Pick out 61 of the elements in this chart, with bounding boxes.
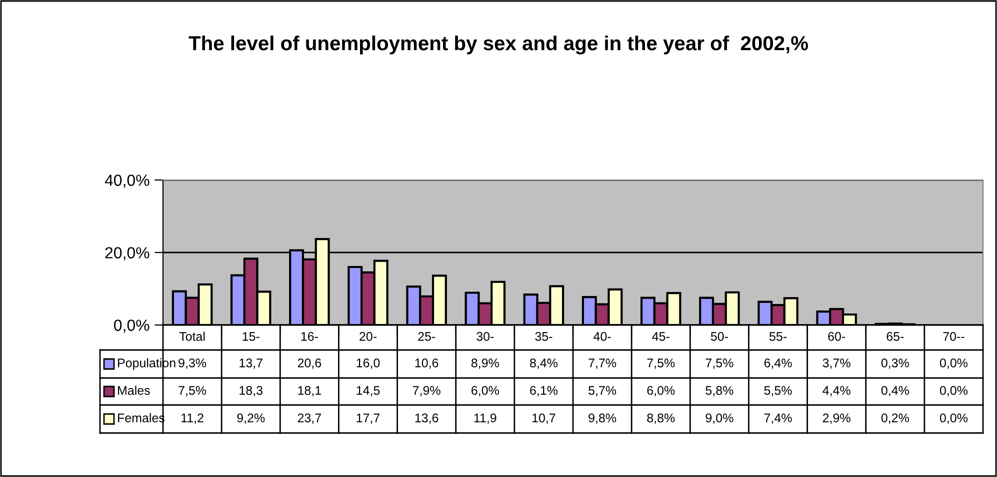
data-label: 6,0% — [647, 386, 675, 396]
data-label: 18,3 — [240, 386, 262, 396]
x-tick-label: 50- — [710, 332, 728, 341]
data-label: 7,7% — [588, 358, 616, 369]
data-label: 13,7 — [240, 358, 262, 369]
data-label: 5,5% — [764, 386, 792, 396]
data-label: 8,9% — [471, 358, 499, 369]
chart-title: The level of unemployment by sex and age in the year of 2002,% — [188, 36, 808, 54]
data-label: 8,4% — [530, 358, 558, 369]
data-label: 16,0 — [356, 358, 380, 369]
x-tick-label: 70-- — [943, 332, 964, 341]
data-label: 0,3% — [881, 358, 909, 369]
data-label: 11,2 — [182, 414, 204, 424]
data-label: 6,4% — [764, 358, 792, 369]
data-label: 4,4% — [822, 386, 850, 396]
data-label: 7,4% — [764, 414, 792, 424]
data-label: 23,7 — [298, 414, 321, 424]
data-label: 11,9 — [474, 414, 496, 424]
data-label: 20,6 — [298, 358, 322, 369]
x-tick-label: 40- — [594, 332, 611, 341]
data-label: 10,7 — [532, 414, 556, 424]
y-tick-label: 0,0% — [114, 320, 150, 333]
data-label: 18,1 — [298, 386, 321, 396]
data-label: 0,4% — [881, 386, 909, 396]
x-tick-label: 16- — [301, 332, 318, 341]
data-label: 8,8% — [647, 414, 675, 424]
data-label: 9,2% — [237, 414, 265, 424]
data-label: 10,6 — [415, 358, 438, 369]
data-label: 9,3% — [178, 358, 206, 369]
data-label: 0,0% — [940, 386, 968, 396]
data-label: 7,9% — [412, 386, 440, 396]
x-tick-label: Total — [179, 332, 205, 341]
data-label: 6,1% — [530, 386, 558, 396]
data-label: 7,5% — [647, 358, 675, 369]
x-tick-label: 55- — [769, 332, 786, 341]
y-tick-label: 20,0% — [105, 247, 150, 260]
data-label: 7,5% — [706, 358, 734, 369]
x-tick-label: 45- — [652, 332, 670, 341]
x-tick-label: 30- — [476, 332, 494, 341]
x-tick-label: 35- — [535, 332, 552, 341]
y-tick-label: 40,0% — [104, 174, 150, 188]
x-tick-label: 25- — [418, 332, 436, 341]
x-tick-label: 65- — [886, 332, 904, 341]
data-label: 0,2% — [881, 414, 909, 424]
data-label: 9,8% — [588, 414, 616, 424]
data-label: 7,5% — [178, 386, 206, 396]
x-tick-label: 15- — [242, 332, 260, 341]
data-label: 5,7% — [588, 386, 616, 396]
data-label: 14,5 — [356, 386, 380, 396]
x-tick-label: 60- — [828, 332, 846, 341]
data-label: 9,0% — [706, 414, 734, 424]
data-label: 17,7 — [356, 414, 380, 424]
data-label: 2,9% — [822, 414, 850, 424]
data-label: 6,0% — [472, 386, 499, 396]
x-tick-label: 20- — [360, 332, 376, 341]
data-label: 5,8% — [706, 386, 734, 396]
data-label: 13,6 — [415, 414, 438, 424]
data-label: 0,0% — [940, 358, 968, 369]
data-label: 3,7% — [822, 358, 850, 369]
legend-label: Males — [118, 386, 150, 395]
data-label: 0,0% — [940, 414, 968, 424]
